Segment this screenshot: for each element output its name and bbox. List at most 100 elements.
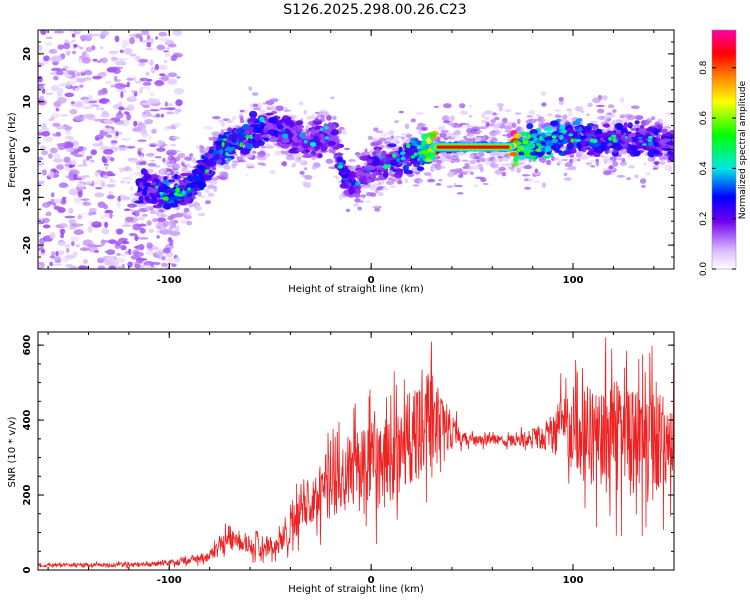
heatmap-cell (580, 139, 587, 147)
heatmap-cell (188, 203, 194, 208)
heatmap-cell (114, 83, 126, 90)
heatmap-cell (82, 114, 94, 119)
heatmap-cell (118, 147, 127, 151)
heatmap-cell (148, 134, 152, 141)
heatmap-cell (380, 179, 384, 186)
heatmap-cell (621, 127, 628, 133)
heatmap-cell (360, 194, 367, 198)
heatmap-cell (454, 184, 463, 188)
heatmap-cell (41, 169, 47, 176)
heatmap-cell (101, 57, 108, 64)
heatmap-cell (265, 145, 275, 149)
heatmap-cell (142, 213, 148, 217)
heatmap-cell (73, 177, 83, 180)
heatmap-cell (461, 170, 471, 173)
heatmap-cell (80, 247, 90, 252)
heatmap-cell (90, 149, 98, 156)
heatmap-cell (134, 246, 139, 249)
heatmap-cell (504, 125, 513, 130)
heatmap-cell (415, 112, 424, 115)
heatmap-cell (321, 115, 326, 121)
heatmap-cell (69, 30, 73, 34)
heatmap-cell (166, 47, 170, 50)
heatmap-cell (303, 109, 308, 115)
heatmap-cell (118, 144, 127, 149)
heatmap-cell (40, 150, 49, 156)
heatmap-cell (166, 257, 174, 264)
heatmap-cell (146, 250, 155, 256)
heatmap-cell (211, 131, 221, 136)
heatmap-cell (446, 185, 454, 189)
heatmap-cell (66, 81, 71, 88)
spectrogram-ytick-label: 10 (22, 95, 33, 109)
heatmap-cell (108, 265, 117, 269)
heatmap-cell (496, 103, 505, 108)
heatmap-cell (563, 177, 572, 181)
heatmap-cell (335, 137, 340, 144)
heatmap-cell (359, 155, 369, 161)
heatmap-cell (231, 115, 237, 121)
heatmap-cell (550, 120, 558, 126)
heatmap-cell (433, 105, 439, 108)
heatmap-cell (38, 62, 44, 68)
heatmap-cell (402, 164, 410, 171)
heatmap-cell (390, 138, 399, 145)
heatmap-cell (167, 72, 178, 78)
heatmap-cell (121, 224, 132, 227)
heatmap-cell (248, 86, 253, 91)
heatmap-cell (596, 104, 605, 108)
heatmap-cell (627, 154, 631, 158)
heatmap-cell (204, 159, 213, 167)
heatmap-cell (139, 36, 143, 42)
heatmap-cell (249, 110, 258, 118)
heatmap-cell (208, 137, 212, 141)
heatmap-cell (624, 135, 628, 139)
heatmap-cell (257, 162, 266, 166)
heatmap-cell (576, 150, 584, 156)
heatmap-cell (541, 182, 546, 188)
heatmap-cell (373, 177, 381, 181)
heatmap-cell (269, 169, 276, 174)
heatmap-cell (119, 49, 124, 53)
heatmap-cell (112, 68, 121, 74)
heatmap-cell (619, 114, 625, 119)
heatmap-cell (461, 125, 467, 128)
heatmap-cell (218, 119, 224, 123)
heatmap-cell (77, 191, 83, 198)
heatmap-cell (179, 202, 188, 206)
heatmap-cell (286, 154, 294, 157)
heatmap-cell (298, 132, 306, 138)
heatmap-cell (247, 126, 255, 133)
heatmap-cell (397, 179, 403, 185)
heatmap-cell (101, 99, 108, 105)
heatmap-cell (638, 128, 647, 134)
heatmap-cell (647, 156, 655, 162)
heatmap-cell (558, 140, 563, 144)
heatmap-cell (119, 180, 126, 184)
heatmap-cell (38, 99, 47, 106)
heatmap-cell (330, 148, 336, 154)
heatmap-cell (106, 255, 116, 263)
heatmap-cell (133, 210, 140, 217)
heatmap-cell (412, 184, 420, 187)
heatmap-cell (52, 122, 61, 127)
heatmap-cell (354, 198, 361, 203)
heatmap-cell (137, 139, 147, 142)
heatmap-cell (92, 75, 102, 80)
heatmap-cell (86, 155, 90, 161)
heatmap-cell (376, 130, 384, 134)
heatmap-cell (103, 148, 114, 155)
heatmap-cell (367, 165, 376, 171)
heatmap-cell (65, 254, 75, 260)
heatmap-cell (95, 187, 103, 190)
heatmap-cell (388, 151, 398, 155)
heatmap-cell (77, 229, 82, 234)
heatmap-cell (132, 223, 142, 231)
heatmap-cell (615, 129, 622, 135)
heatmap-cell (207, 184, 215, 190)
heatmap-cell (265, 112, 274, 116)
heatmap-cell (237, 134, 244, 139)
heatmap-cell (64, 215, 76, 219)
heatmap-cell (367, 135, 373, 140)
heatmap-cell (202, 174, 213, 181)
